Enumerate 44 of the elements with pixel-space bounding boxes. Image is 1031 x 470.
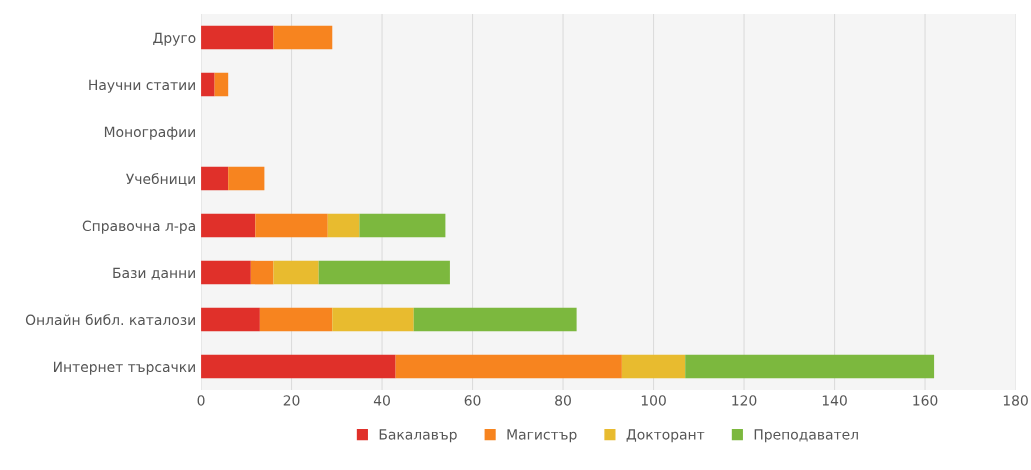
bar (250, 260, 274, 285)
x-tick-label: 100 (641, 395, 666, 406)
y-tick-label: Бази данни (113, 267, 195, 280)
bar (327, 213, 360, 238)
bar (359, 213, 446, 238)
y-tick-label: Друго (153, 32, 196, 46)
legend-label: Магистър (507, 429, 577, 443)
x-tick-label: 0 (197, 395, 205, 406)
bar (201, 213, 256, 238)
y-tick-label: Интернет търсачки (54, 361, 195, 375)
legend-label: Бакалавър (379, 429, 457, 443)
bar (273, 260, 319, 285)
bar (228, 166, 265, 191)
y-tick-label: Учебници (126, 173, 195, 186)
bar (201, 260, 251, 285)
legend-label: Преподавател (754, 429, 858, 443)
x-tick-label: 180 (1003, 395, 1028, 406)
x-tick-label: 40 (373, 395, 390, 406)
y-tick-label: Монографии (104, 126, 195, 140)
bar (273, 25, 333, 50)
y-tick-label: Научни статии (89, 79, 195, 93)
bar (395, 354, 622, 379)
bar (201, 72, 215, 97)
bar (201, 307, 260, 332)
bar (201, 25, 274, 50)
x-tick-label: 20 (283, 395, 300, 406)
bar (685, 354, 935, 379)
legend-label: Докторант (626, 429, 705, 443)
x-tick-label: 120 (732, 395, 757, 406)
bar (201, 354, 396, 379)
bar (259, 307, 333, 332)
x-tick-label: 60 (464, 395, 481, 406)
x-tick-label: 80 (555, 395, 571, 406)
y-tick-label: Онлайн библ. каталози (25, 314, 195, 326)
bar (413, 307, 577, 332)
bar (255, 213, 328, 238)
y-tick-label: Справочна л-ра (82, 220, 195, 234)
x-tick-label: 160 (913, 395, 938, 406)
bar (332, 307, 414, 332)
bar (201, 166, 229, 191)
bar (318, 260, 450, 285)
bar (214, 72, 229, 97)
bar (621, 354, 686, 379)
x-tick-label: 140 (822, 395, 847, 406)
